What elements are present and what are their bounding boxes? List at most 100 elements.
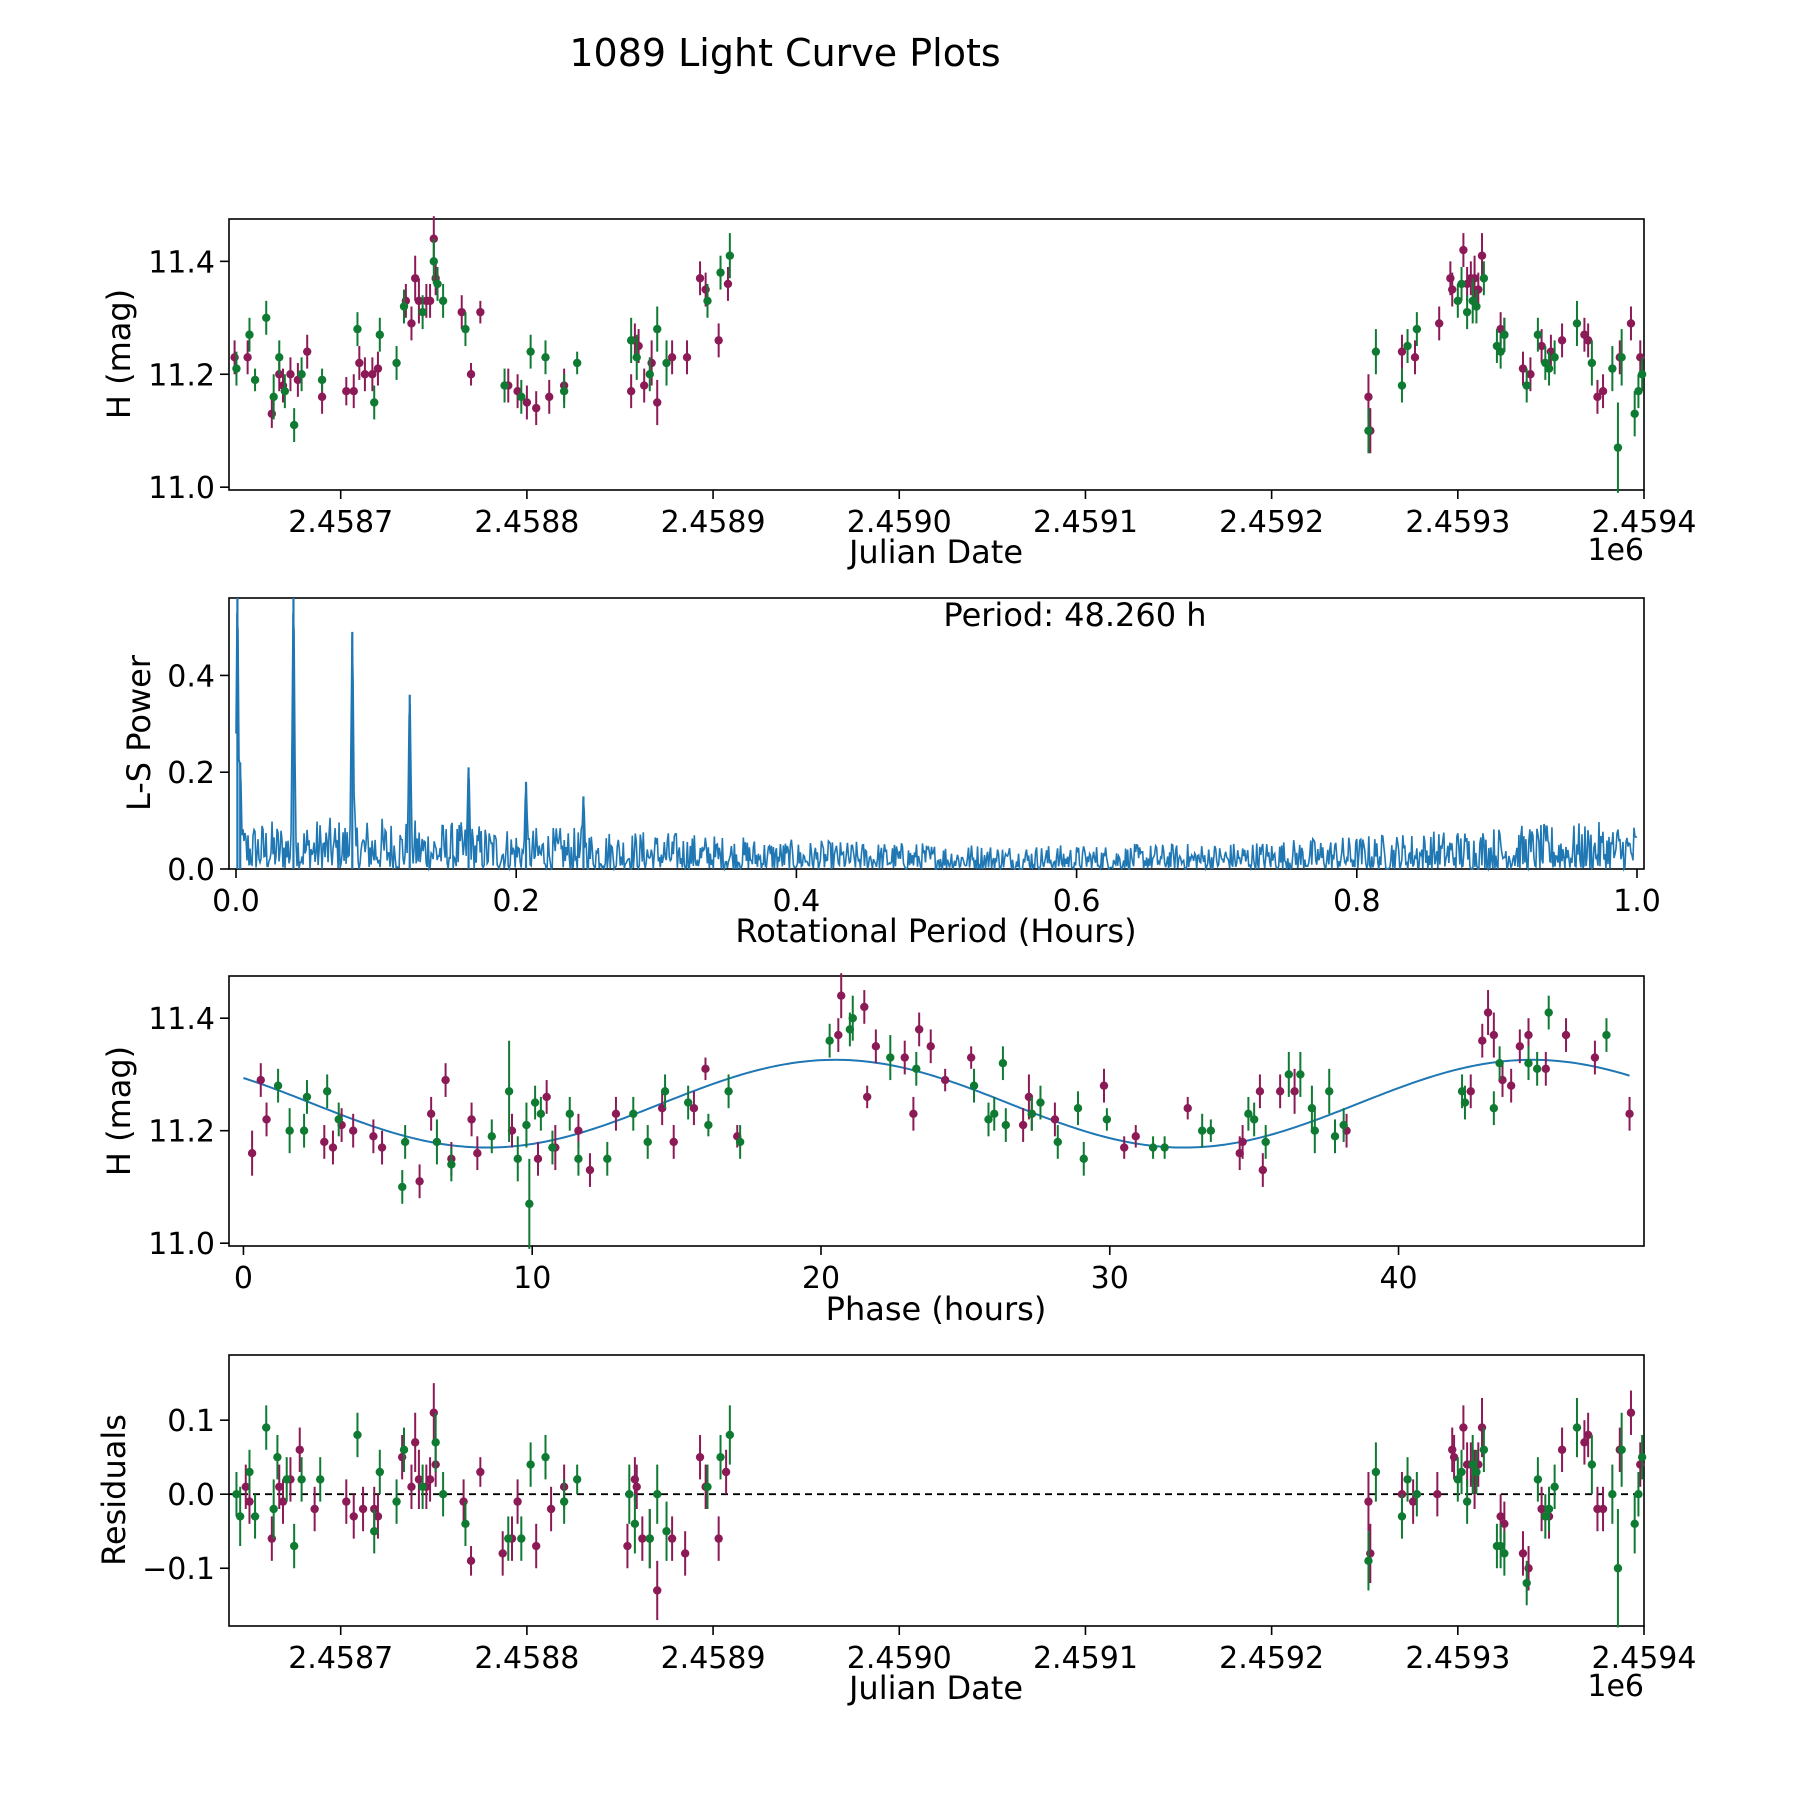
data-point: [574, 1126, 583, 1135]
data-point: [370, 1527, 379, 1536]
data-point: [653, 398, 662, 407]
data-point: [286, 370, 295, 379]
data-point: [909, 1109, 918, 1119]
data-point: [626, 386, 636, 396]
data-point: [235, 1512, 245, 1521]
data-point: [1410, 353, 1420, 362]
x-tick-label: 0.6: [1053, 884, 1101, 919]
data-point: [1626, 319, 1636, 328]
data-point: [1446, 274, 1455, 283]
data-point: [375, 330, 385, 339]
data-point: [1557, 336, 1567, 345]
x-tick-label: 2.4588: [474, 505, 579, 540]
data-point: [373, 364, 383, 373]
data-point: [1496, 347, 1505, 356]
x-tick-label: 2.4591: [1033, 505, 1138, 540]
data-point: [1524, 1030, 1533, 1040]
data-point: [310, 1504, 319, 1514]
data-point: [267, 1534, 277, 1543]
data-point: [466, 1556, 476, 1566]
data-point: [530, 1098, 540, 1107]
data-point: [525, 1199, 534, 1209]
x-tick-label: 0.0: [212, 884, 260, 919]
data-point: [522, 398, 532, 407]
data-point: [1515, 1042, 1525, 1051]
data-point: [317, 392, 327, 402]
data-point: [1412, 1490, 1422, 1499]
residuals-panel: 2.4587 2.4588 2.4589 2.4590 2.4591 2.4592 2.45…: [95, 1354, 1696, 1707]
data-point: [1541, 1064, 1551, 1074]
data-point: [632, 353, 641, 362]
data-point: [513, 1497, 522, 1506]
data-point: [1433, 1490, 1442, 1499]
data-point: [1275, 1087, 1285, 1096]
data-point: [572, 1475, 582, 1484]
data-point: [429, 1408, 439, 1417]
periodogram-xlabel: Rotational Period (Hours): [735, 912, 1136, 950]
data-point: [886, 1053, 895, 1062]
data-point: [1102, 1115, 1112, 1124]
data-point: [871, 1042, 881, 1051]
data-point: [1453, 1475, 1463, 1484]
data-point: [426, 1109, 436, 1119]
light-curve-panel: 2.4587 2.4588 2.4589 2.4590 2.4591 2.4592 2.45…: [100, 216, 1696, 571]
data-point: [476, 307, 485, 317]
data-point: [912, 1064, 921, 1074]
residuals-offset-label: 1e6: [1587, 1669, 1644, 1704]
data-point: [418, 1482, 427, 1491]
residuals-frame: [228, 1354, 1645, 1627]
data-point: [1608, 1490, 1617, 1499]
data-point: [1364, 392, 1373, 402]
data-point: [377, 1143, 387, 1152]
data-point: [504, 1087, 514, 1096]
x-tick-label: 2.4592: [1219, 505, 1324, 540]
data-point: [522, 1120, 531, 1130]
data-point: [232, 364, 241, 373]
data-point: [603, 1154, 612, 1164]
data-point: [1613, 1564, 1623, 1573]
data-point: [1255, 1087, 1265, 1096]
data-point: [1580, 1438, 1589, 1447]
data-point: [990, 1109, 999, 1119]
data-point: [1001, 1120, 1011, 1130]
y-tick-label: 0.0: [167, 1478, 215, 1513]
data-point: [1148, 1143, 1158, 1152]
data-point: [1483, 1008, 1493, 1017]
data-point: [630, 1475, 640, 1484]
data-point: [1371, 347, 1381, 356]
data-point: [1537, 1504, 1546, 1514]
data-point: [1634, 386, 1643, 396]
data-point: [653, 324, 662, 334]
data-point: [1630, 1519, 1639, 1529]
data-point: [267, 409, 277, 418]
data-point: [1496, 1512, 1505, 1521]
data-point: [1637, 370, 1647, 379]
data-point: [320, 1137, 329, 1147]
data-point: [669, 1137, 678, 1147]
data-point: [660, 1087, 670, 1096]
data-point: [725, 251, 735, 260]
data-point: [1608, 364, 1617, 373]
data-point: [1460, 1098, 1470, 1107]
x-tick-label: 0.8: [1333, 884, 1381, 919]
data-point: [457, 307, 466, 317]
y-tick-label: 11.4: [148, 245, 215, 280]
data-point: [1522, 381, 1531, 390]
data-point: [1364, 1556, 1373, 1566]
data-point: [429, 257, 439, 266]
data-point: [425, 296, 435, 306]
data-point: [1593, 392, 1602, 402]
data-point: [984, 1115, 993, 1124]
data-point: [536, 1109, 546, 1119]
y-tick-label: 11.4: [148, 1002, 215, 1037]
data-point: [328, 1143, 338, 1152]
data-point: [1532, 1064, 1542, 1074]
data-point: [662, 358, 671, 368]
figure-title: 1089 Light Curve Plots: [569, 31, 1000, 75]
data-point: [701, 285, 710, 294]
x-tick-label: 2.4593: [1405, 1641, 1510, 1676]
data-point: [1448, 1445, 1457, 1454]
data-point: [302, 347, 312, 356]
data-point: [476, 1467, 485, 1477]
x-tick-label: 1.0: [1613, 884, 1661, 919]
